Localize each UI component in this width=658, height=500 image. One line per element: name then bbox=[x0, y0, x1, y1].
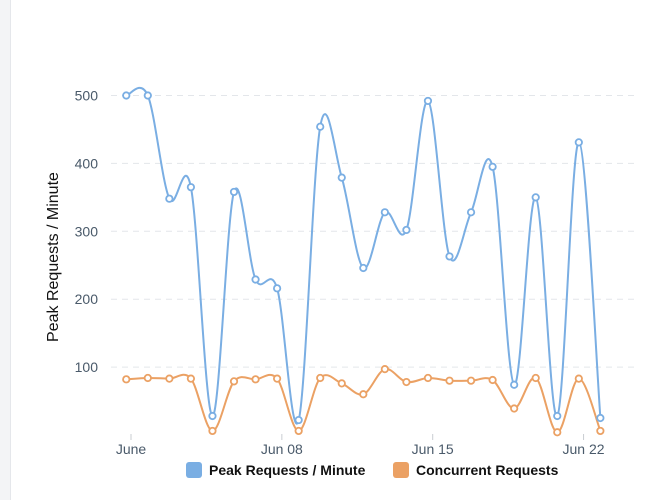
legend-swatch bbox=[186, 462, 202, 478]
data-point-peak-requests-minute[interactable] bbox=[531, 193, 540, 202]
data-point-peak-requests-minute[interactable] bbox=[553, 411, 562, 421]
data-point-peak-requests-minute[interactable] bbox=[229, 187, 239, 197]
y-axis-ticks: 100 200 300 400 500 bbox=[75, 88, 99, 376]
data-point-concurrent-requests[interactable] bbox=[316, 373, 325, 383]
data-point-concurrent-requests[interactable] bbox=[251, 375, 260, 384]
data-point-concurrent-requests[interactable] bbox=[380, 365, 389, 374]
x-tick-label: Jun 22 bbox=[563, 441, 605, 457]
data-point-concurrent-requests[interactable] bbox=[294, 426, 303, 436]
data-point-peak-requests-minute[interactable] bbox=[423, 96, 433, 106]
data-point-peak-requests-minute[interactable] bbox=[380, 208, 389, 217]
y-axis-title: Peak Requests / Minute bbox=[45, 172, 62, 342]
legend[interactable]: Peak Requests / Minute Concurrent Request… bbox=[186, 462, 559, 478]
x-tick-label: Jun 15 bbox=[412, 441, 454, 457]
data-point-concurrent-requests[interactable] bbox=[229, 377, 239, 386]
y-tick-label: 300 bbox=[75, 223, 99, 239]
data-point-concurrent-requests[interactable] bbox=[165, 374, 174, 383]
data-point-concurrent-requests[interactable] bbox=[553, 428, 562, 437]
data-point-peak-requests-minute[interactable] bbox=[488, 162, 497, 171]
y-tick-label: 200 bbox=[75, 291, 99, 307]
data-point-concurrent-requests[interactable] bbox=[574, 374, 583, 383]
data-point-peak-requests-minute[interactable] bbox=[186, 183, 196, 192]
x-tick-label: Jun 08 bbox=[261, 441, 303, 457]
data-point-peak-requests-minute[interactable] bbox=[596, 413, 605, 423]
data-point-concurrent-requests[interactable] bbox=[359, 390, 368, 399]
data-point-concurrent-requests[interactable] bbox=[423, 373, 433, 383]
chart-card: 100 200 300 400 500 June Jun 08 Jun 15 Jun 22 P… bbox=[10, 0, 658, 500]
data-point-peak-requests-minute[interactable] bbox=[251, 275, 260, 284]
legend-label: Peak Requests / Minute bbox=[209, 462, 366, 478]
x-tick-label: June bbox=[116, 441, 147, 457]
legend-item[interactable]: Concurrent Requests bbox=[393, 462, 559, 478]
legend-item[interactable]: Peak Requests / Minute bbox=[186, 462, 366, 478]
grid-lines bbox=[111, 95, 639, 368]
data-point-concurrent-requests[interactable] bbox=[143, 373, 152, 383]
data-point-peak-requests-minute[interactable] bbox=[273, 284, 282, 293]
x-axis-ticks: June Jun 08 Jun 15 Jun 22 bbox=[116, 434, 605, 457]
data-point-peak-requests-minute[interactable] bbox=[165, 194, 174, 203]
y-tick-label: 500 bbox=[75, 88, 99, 104]
data-point-concurrent-requests[interactable] bbox=[445, 376, 454, 385]
data-point-peak-requests-minute[interactable] bbox=[122, 91, 131, 100]
data-point-concurrent-requests[interactable] bbox=[488, 375, 497, 385]
data-point-peak-requests-minute[interactable] bbox=[510, 380, 519, 389]
data-point-peak-requests-minute[interactable] bbox=[445, 252, 454, 261]
data-point-concurrent-requests[interactable] bbox=[510, 404, 519, 413]
data-point-peak-requests-minute[interactable] bbox=[316, 122, 325, 131]
series-points bbox=[122, 91, 605, 437]
series-line-peak-requests-minute bbox=[125, 86, 602, 425]
data-point-concurrent-requests[interactable] bbox=[402, 377, 411, 387]
line-chart: 100 200 300 400 500 June Jun 08 Jun 15 Jun 22 P… bbox=[45, 86, 639, 478]
data-point-concurrent-requests[interactable] bbox=[122, 375, 131, 384]
series-lines bbox=[125, 86, 602, 434]
y-tick-label: 100 bbox=[75, 359, 99, 375]
data-point-concurrent-requests[interactable] bbox=[337, 379, 346, 388]
data-point-concurrent-requests[interactable] bbox=[186, 374, 196, 383]
data-point-peak-requests-minute[interactable] bbox=[466, 208, 476, 217]
data-point-concurrent-requests[interactable] bbox=[273, 374, 282, 383]
data-point-peak-requests-minute[interactable] bbox=[208, 411, 217, 421]
data-point-concurrent-requests[interactable] bbox=[531, 373, 540, 383]
data-point-peak-requests-minute[interactable] bbox=[359, 263, 368, 273]
series-line-concurrent-requests bbox=[126, 368, 602, 434]
legend-label: Concurrent Requests bbox=[416, 462, 559, 478]
data-point-peak-requests-minute[interactable] bbox=[402, 225, 411, 235]
data-point-concurrent-requests[interactable] bbox=[466, 376, 476, 385]
data-point-peak-requests-minute[interactable] bbox=[294, 415, 303, 425]
data-point-concurrent-requests[interactable] bbox=[596, 426, 605, 436]
data-point-concurrent-requests[interactable] bbox=[208, 426, 217, 436]
data-point-peak-requests-minute[interactable] bbox=[574, 138, 583, 147]
legend-swatch bbox=[393, 462, 409, 478]
data-point-peak-requests-minute[interactable] bbox=[143, 91, 152, 100]
data-point-peak-requests-minute[interactable] bbox=[337, 173, 346, 182]
y-tick-label: 400 bbox=[75, 155, 99, 171]
